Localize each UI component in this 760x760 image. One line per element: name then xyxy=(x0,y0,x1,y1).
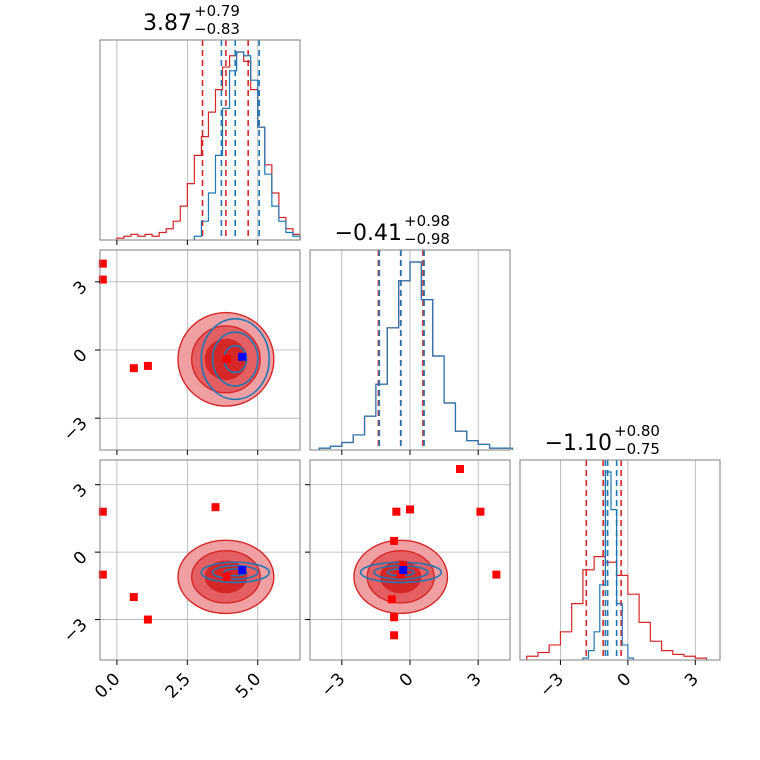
marker-blue xyxy=(238,352,247,361)
marker-red xyxy=(456,464,464,473)
marker-red xyxy=(211,503,220,512)
title-minus: −0.98 xyxy=(404,230,450,248)
x-tick-label: 0 xyxy=(614,669,636,691)
marker-red xyxy=(390,613,399,622)
marker-red xyxy=(129,593,138,602)
marker-red xyxy=(143,361,152,370)
hist-blue xyxy=(193,51,301,240)
marker-red xyxy=(396,570,405,579)
title-value: 3.87 xyxy=(143,11,192,36)
title-value: −1.10 xyxy=(545,431,612,456)
scatter-panel-1-2 xyxy=(98,249,301,451)
x-tick-label: −3 xyxy=(536,669,568,701)
marker-red xyxy=(143,615,152,624)
marker-red xyxy=(476,507,485,516)
marker-blue xyxy=(399,566,408,575)
panel-frame xyxy=(519,459,721,661)
title-minus: −0.75 xyxy=(614,440,660,458)
marker-blue xyxy=(238,566,247,575)
title-minus: −0.83 xyxy=(194,20,240,38)
x-tick-label: 3 xyxy=(464,669,486,691)
panel-frame xyxy=(99,39,301,241)
title-value: −0.41 xyxy=(335,221,402,246)
x-tick-label: 5.0 xyxy=(232,669,265,702)
marker-red xyxy=(406,505,414,514)
x-tick-label: 3 xyxy=(681,669,703,691)
title-plus: +0.79 xyxy=(194,2,240,20)
x-tick-label: 2.5 xyxy=(162,669,195,702)
y-tick-label: 3 xyxy=(70,480,92,502)
marker-red xyxy=(98,507,107,516)
y-tick-label: 0 xyxy=(70,548,92,570)
x-tick-label: 0.0 xyxy=(91,669,124,702)
marker-red xyxy=(222,355,231,364)
marker-red xyxy=(387,595,396,604)
density-contour-blue xyxy=(200,317,270,401)
scatter-panel-1-3 xyxy=(98,459,301,661)
hist-red xyxy=(318,261,513,450)
density-contour-blue xyxy=(223,568,248,577)
marker-red xyxy=(222,572,231,581)
marker-red xyxy=(492,570,501,579)
density-contour-blue xyxy=(211,564,259,580)
diag-panel-2: −0.41 +0.98−0.98 xyxy=(309,212,513,451)
marker-red xyxy=(98,275,107,284)
density-contour-blue xyxy=(200,561,270,584)
marker-red xyxy=(390,536,399,545)
marker-red xyxy=(129,364,138,373)
title-plus: +0.80 xyxy=(614,422,660,440)
diag-panel-3: −1.10 +0.80−0.75 xyxy=(519,422,721,661)
scatter-panel-2-3 xyxy=(309,459,511,661)
diag-panel-1: 3.87 +0.79−0.83 xyxy=(99,2,301,241)
y-tick-label: 0 xyxy=(70,345,92,367)
y-tick-label: 3 xyxy=(70,277,92,299)
marker-red xyxy=(392,507,401,516)
x-tick-label: 0 xyxy=(396,669,418,691)
marker-red xyxy=(98,259,107,268)
density-contour-blue xyxy=(211,331,259,387)
title-plus: +0.98 xyxy=(404,212,450,230)
marker-red xyxy=(399,561,408,570)
hist-red xyxy=(116,51,301,240)
y-tick-label: −3 xyxy=(60,414,92,446)
x-tick-label: −3 xyxy=(317,669,349,701)
hist-blue xyxy=(318,261,513,450)
y-tick-label: −3 xyxy=(60,615,92,647)
marker-red xyxy=(390,631,399,640)
panel-frame xyxy=(99,459,301,661)
marker-red xyxy=(98,570,107,579)
